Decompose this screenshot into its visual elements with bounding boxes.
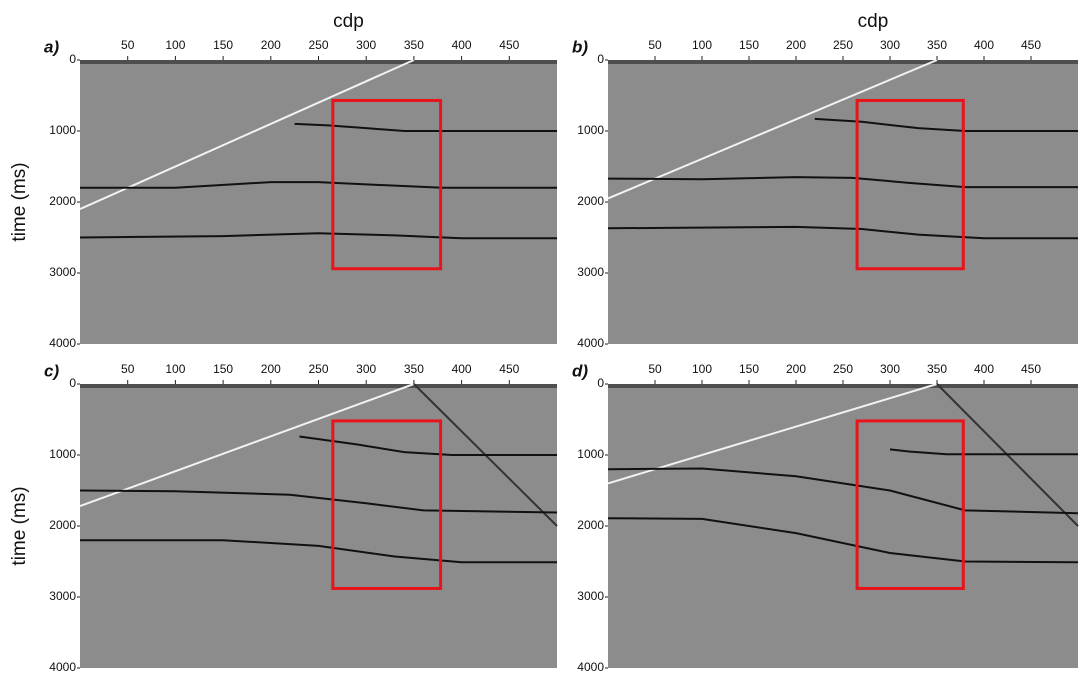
- y-tick-label: 3000: [577, 265, 604, 279]
- x-axis-title: cdp: [333, 11, 364, 32]
- reflector: [80, 539, 557, 564]
- y-tick-label: 3000: [49, 265, 76, 279]
- panel-label: b): [572, 37, 588, 56]
- reflector: [79, 59, 415, 211]
- x-tick-label: 100: [165, 362, 185, 376]
- top-band: [608, 60, 1078, 64]
- x-tick-label: 50: [121, 362, 135, 376]
- reflector: [80, 181, 557, 189]
- x-tick-label: 300: [356, 38, 376, 52]
- x-tick-label: 50: [121, 38, 135, 52]
- x-tick-label: 100: [165, 38, 185, 52]
- x-tick-label: 400: [452, 362, 472, 376]
- x-tick-label: 300: [880, 362, 900, 376]
- x-tick-label: 50: [648, 362, 662, 376]
- x-tick-label: 250: [308, 362, 328, 376]
- x-axis-title: cdp: [858, 11, 889, 32]
- y-tick-label: 4000: [577, 336, 604, 350]
- x-tick-label: 100: [692, 38, 712, 52]
- y-tick-label: 4000: [49, 660, 76, 674]
- y-tick-label: 3000: [49, 589, 76, 603]
- y-tick-label: 2000: [49, 194, 76, 208]
- y-tick-label: 1000: [49, 123, 76, 137]
- x-tick-label: 350: [404, 362, 424, 376]
- highlight-box: [331, 419, 443, 590]
- x-tick-label: 350: [927, 362, 947, 376]
- y-tick-label: 3000: [577, 589, 604, 603]
- x-tick-label: 350: [927, 38, 947, 52]
- x-tick-label: 250: [833, 362, 853, 376]
- x-tick-label: 150: [739, 362, 759, 376]
- x-tick-label: 200: [786, 38, 806, 52]
- highlight-box: [331, 98, 443, 271]
- panel-label: c): [44, 361, 59, 380]
- x-tick-label: 300: [356, 362, 376, 376]
- reflector: [607, 225, 1078, 240]
- y-tick-label: 2000: [49, 518, 76, 532]
- panel-label: a): [44, 37, 59, 56]
- y-tick-label: 0: [69, 376, 76, 390]
- x-tick-label: 200: [261, 38, 281, 52]
- reflector: [79, 489, 558, 514]
- plot-area: [608, 60, 1078, 344]
- y-tick-label: 0: [69, 52, 76, 66]
- x-tick-label: 150: [739, 38, 759, 52]
- x-tick-label: 50: [648, 38, 662, 52]
- reflector: [607, 383, 938, 485]
- highlight-box: [855, 419, 965, 590]
- reflector: [294, 122, 557, 132]
- reflector: [814, 117, 1078, 132]
- y-tick-label: 2000: [577, 194, 604, 208]
- x-tick-label: 400: [452, 38, 472, 52]
- top-band: [80, 60, 557, 64]
- x-tick-label: 350: [404, 38, 424, 52]
- panel-label: d): [572, 361, 588, 380]
- x-tick-label: 450: [499, 362, 519, 376]
- y-axis-title: time (ms): [9, 486, 30, 565]
- y-tick-label: 4000: [49, 336, 76, 350]
- x-tick-label: 150: [213, 38, 233, 52]
- x-tick-label: 250: [308, 38, 328, 52]
- reflector: [607, 59, 938, 200]
- x-tick-label: 400: [974, 38, 994, 52]
- y-tick-label: 2000: [577, 518, 604, 532]
- top-band: [80, 384, 557, 388]
- y-tick-label: 1000: [577, 123, 604, 137]
- reflector: [79, 383, 415, 508]
- y-axis-title: time (ms): [9, 162, 30, 241]
- reflector: [79, 232, 557, 240]
- x-tick-label: 200: [261, 362, 281, 376]
- y-tick-label: 1000: [49, 447, 76, 461]
- x-tick-label: 150: [213, 362, 233, 376]
- reflector: [607, 176, 1078, 189]
- highlight-box: [855, 98, 965, 271]
- x-tick-label: 400: [974, 362, 994, 376]
- x-tick-label: 200: [786, 362, 806, 376]
- top-band: [608, 384, 1078, 388]
- x-tick-label: 450: [499, 38, 519, 52]
- x-tick-label: 250: [833, 38, 853, 52]
- reflector: [607, 467, 1079, 515]
- x-tick-label: 300: [880, 38, 900, 52]
- y-tick-label: 0: [597, 376, 604, 390]
- reflector: [299, 435, 557, 456]
- x-tick-label: 450: [1021, 362, 1041, 376]
- plot-area: [80, 60, 557, 344]
- reflector: [889, 448, 1078, 456]
- y-tick-label: 1000: [577, 447, 604, 461]
- plot-area: [80, 384, 557, 668]
- y-tick-label: 0: [597, 52, 604, 66]
- reflector: [607, 517, 1079, 564]
- plot-area: [608, 384, 1078, 668]
- x-tick-label: 450: [1021, 38, 1041, 52]
- x-tick-label: 100: [692, 362, 712, 376]
- y-tick-label: 4000: [577, 660, 604, 674]
